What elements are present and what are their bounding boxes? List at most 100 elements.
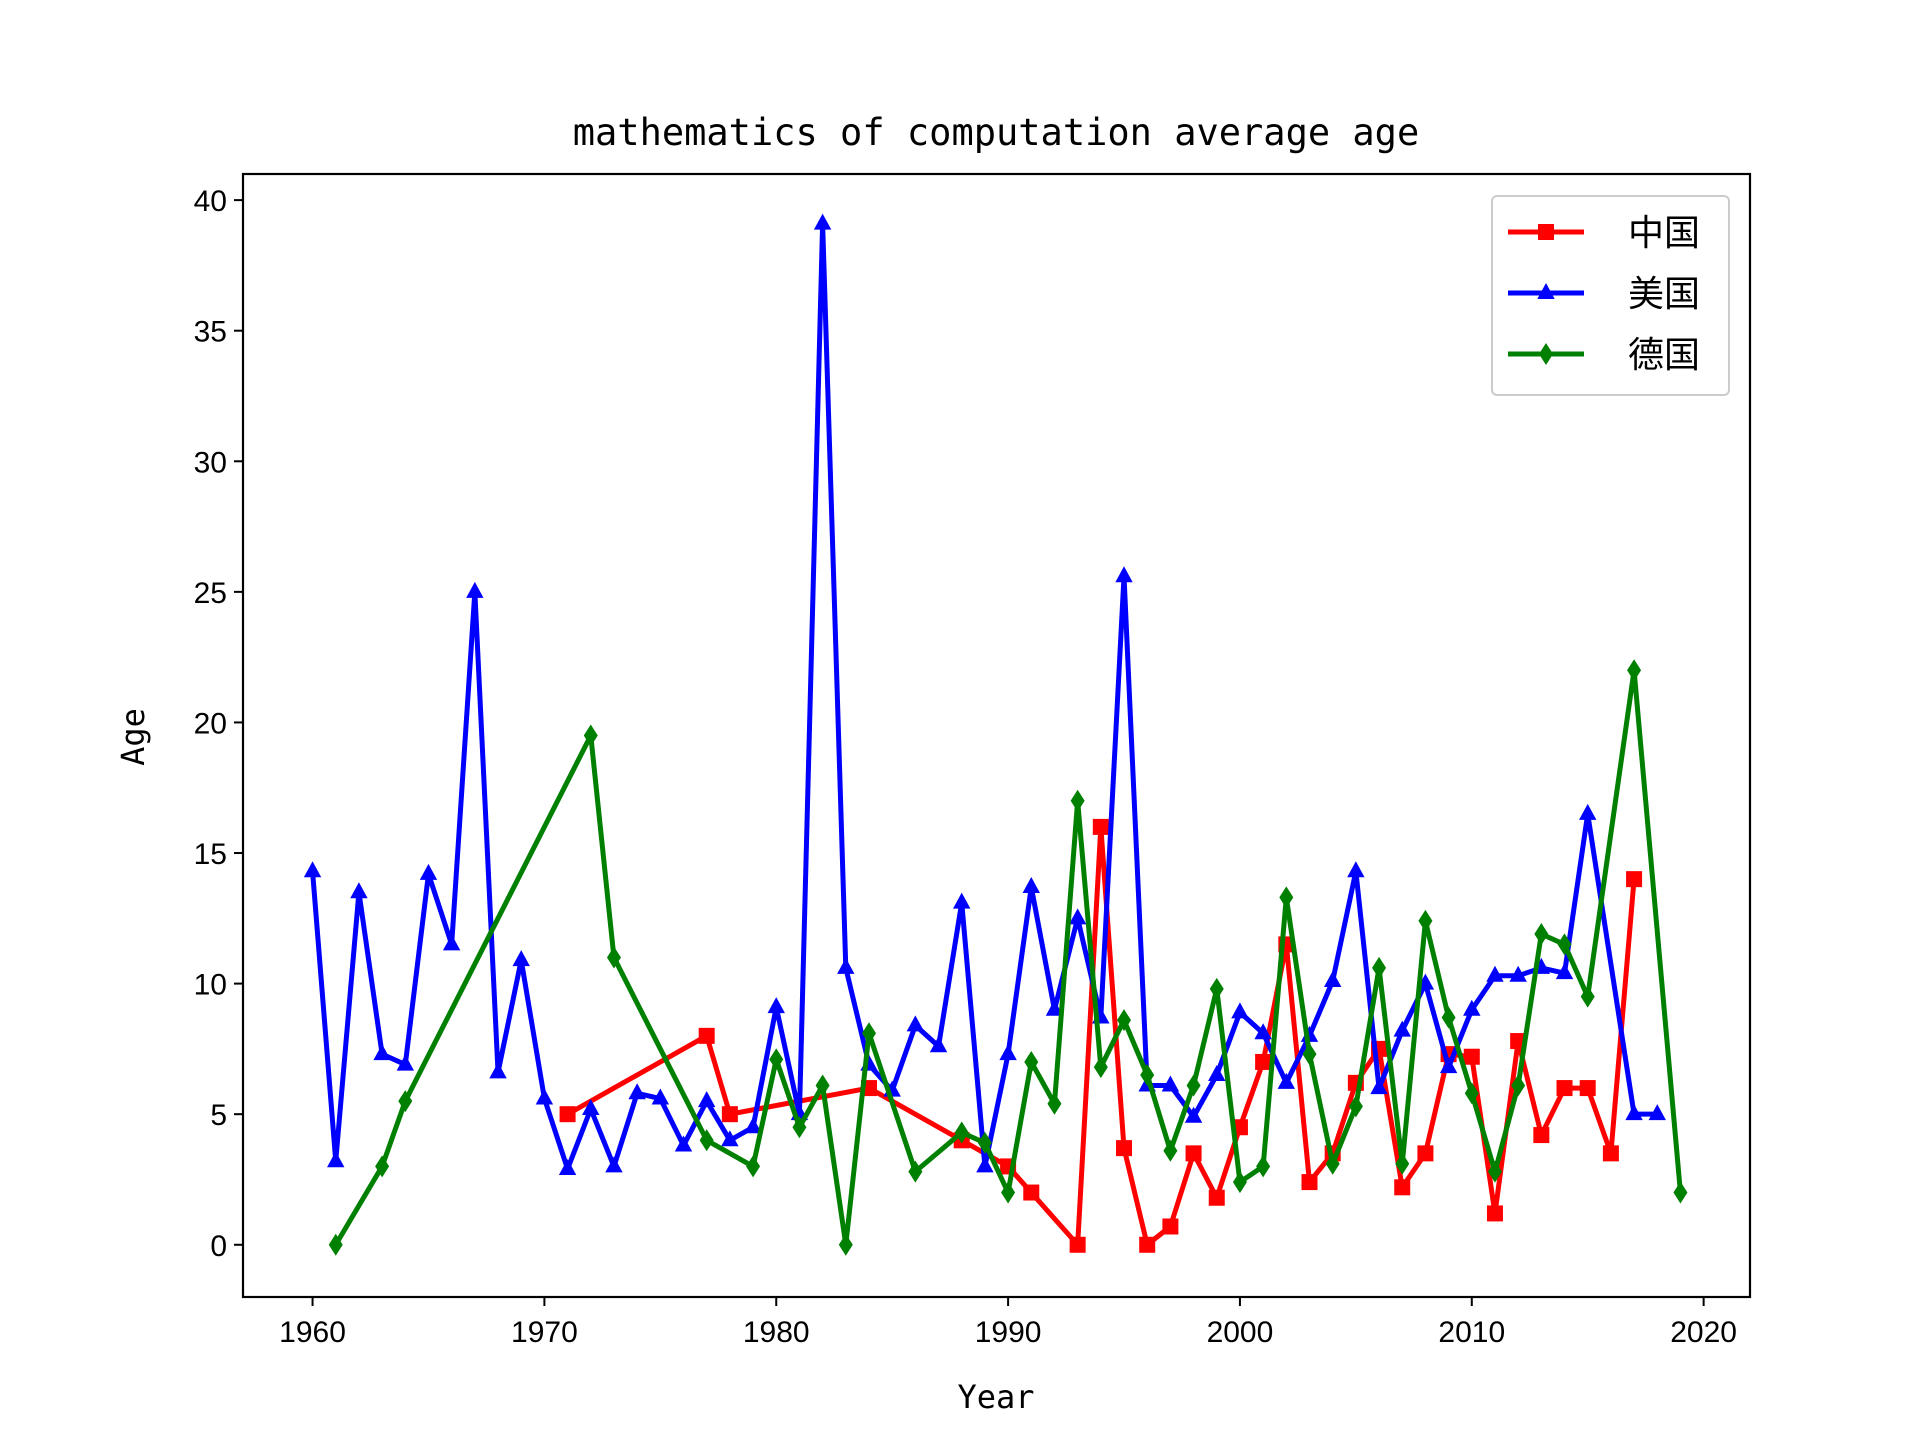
data-point [1348,1095,1363,1118]
data-point [1486,1205,1503,1222]
data-point [1533,1127,1550,1144]
data-point [1301,1174,1318,1191]
legend-label: 德国 [1628,335,1700,376]
legend-label: 中国 [1628,213,1700,254]
data-point [398,1090,413,1113]
data-point [837,957,855,974]
x-tick-label: 2000 [1207,1316,1274,1349]
y-tick-label: 35 [194,316,227,349]
data-point [908,1160,923,1183]
data-point [1092,818,1109,835]
data-point [1372,956,1387,979]
data-point [1115,566,1133,583]
data-point [558,1159,577,1176]
legend-label: 美国 [1628,274,1700,315]
data-point [1185,1145,1202,1162]
data-point [1116,1140,1133,1157]
data-point [1117,1009,1132,1032]
data-point [303,861,322,878]
series-3 [328,659,1688,1256]
data-point [1068,908,1087,925]
data-point [1184,1106,1203,1123]
series-line [310,221,1660,1172]
data-point [1395,1152,1410,1175]
data-point [651,1088,670,1105]
data-point [698,1027,715,1044]
data-point [1208,1065,1226,1082]
data-point [1023,1184,1040,1201]
data-point [1486,965,1504,982]
y-axis-label: Age [114,708,152,766]
x-tick-label: 2020 [1670,1316,1737,1349]
data-point [792,1116,807,1139]
data-point [328,1233,343,1256]
data-point [1254,1023,1272,1040]
data-point [1022,876,1040,893]
data-point [1417,1145,1434,1162]
data-point [744,1117,762,1134]
data-point [1463,1048,1480,1065]
data-point [1602,1145,1619,1162]
data-point [327,1151,345,1168]
data-point [1627,659,1642,682]
data-point [769,1048,784,1071]
data-point [1232,1171,1247,1194]
data-point [1279,886,1294,909]
data-point [396,1054,414,1071]
y-tick-label: 40 [194,185,227,218]
data-point [1557,933,1572,956]
y-tick-label: 10 [194,969,227,1002]
y-tick-label: 0 [210,1230,227,1263]
data-point [1231,1002,1249,1019]
data-point [1534,922,1549,945]
data-point [697,1091,716,1108]
data-point [1463,999,1481,1016]
data-point [977,1131,992,1154]
data-point [1323,970,1342,987]
data-point [953,892,971,909]
y-tick-label: 25 [194,577,227,610]
y-tick-label: 5 [210,1099,227,1132]
y-tick-label: 20 [194,707,227,740]
data-point [1555,963,1574,980]
data-point [813,213,832,230]
data-point [1394,1179,1411,1196]
data-point [583,724,598,747]
data-point [1161,1075,1180,1092]
data-point [1487,1160,1502,1183]
data-point [699,1129,714,1152]
data-point [1069,1236,1086,1253]
data-point [1626,871,1643,888]
data-point [721,1106,738,1123]
data-point [1580,985,1595,1008]
data-point [954,1121,969,1144]
data-point [1511,1074,1526,1097]
data-point [1302,1043,1317,1066]
data-point [1464,1082,1479,1105]
y-tick-label: 15 [194,838,227,871]
plot-area [303,213,1688,1256]
data-point [906,1015,925,1032]
data-point [466,581,484,598]
data-point [1045,999,1064,1016]
data-point [1163,1139,1178,1162]
data-point [861,1022,876,1045]
data-point [674,1135,693,1152]
legend-marker [1537,283,1555,299]
legend-box [1491,195,1730,396]
data-point [1439,1057,1458,1074]
data-point [929,1036,948,1053]
data-point [1070,789,1085,812]
data-point [1256,1155,1271,1178]
x-tick-label: 1980 [743,1316,810,1349]
plot-frame [241,172,1752,1299]
data-point [1418,909,1433,932]
data-point [512,950,530,967]
y-tick-label: 30 [194,446,227,479]
data-point [1208,1189,1225,1206]
data-point [582,1098,600,1115]
data-point [815,1074,830,1097]
data-point [767,997,785,1014]
x-axis-label: Year [957,1378,1034,1416]
